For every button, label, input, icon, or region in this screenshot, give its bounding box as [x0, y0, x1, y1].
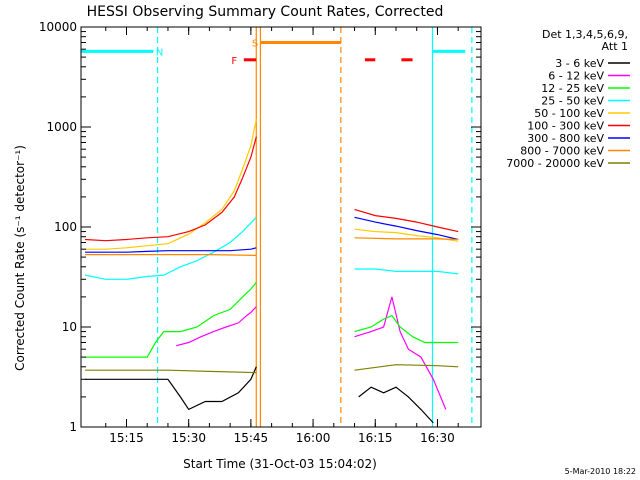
y-axis-label: Corrected Count Rate (s⁻¹ detector⁻¹): [13, 145, 27, 371]
series-line-7: [85, 237, 459, 256]
x-tick-label-5: 16:30: [420, 431, 455, 445]
series-line-3: [84, 216, 459, 280]
legend-label-7: 800 - 7000 keV: [520, 145, 604, 158]
chart-title: HESSI Observing Summary Count Rates, Cor…: [87, 4, 444, 20]
state-label-S: S: [252, 38, 258, 49]
legend-label-5: 100 - 300 keV: [527, 120, 604, 133]
legend-label-2: 12 - 25 keV: [541, 82, 604, 95]
series-line-0: [85, 366, 434, 424]
y-tick-label-1: 10: [62, 320, 77, 334]
legend-label-4: 50 - 100 keV: [534, 107, 604, 120]
series-line-6: [85, 216, 459, 253]
series-line-8: [85, 364, 459, 374]
x-axis-label: Start Time (31-Oct-03 15:04:02): [183, 457, 377, 471]
timestamp: 5-Mar-2010 18:22: [565, 467, 636, 476]
vertical-markers: [156, 27, 473, 427]
plot-area: N S F: [80, 26, 482, 428]
series-line-4: [85, 118, 459, 250]
y-tick-label-4: 10000: [39, 20, 77, 34]
state-label-F: F: [231, 56, 237, 67]
y-tick-label-2: 100: [54, 220, 77, 234]
x-tick-label-2: 15:45: [234, 431, 269, 445]
x-tick-label-0: 15:15: [109, 431, 144, 445]
state-label-N: N: [156, 47, 163, 58]
x-tick-label-3: 16:00: [296, 431, 331, 445]
x-axis: 15:15 15:30 15:45 16:00 16:15 16:30: [105, 27, 459, 445]
legend-header-1: Att 1: [602, 40, 628, 53]
legend-label-8: 7000 - 20000 keV: [506, 157, 604, 170]
y-tick-label-0: 1: [69, 420, 77, 434]
y-tick-label-3: 1000: [46, 120, 77, 134]
legend-label-3: 25 - 50 keV: [541, 95, 604, 108]
x-tick-label-1: 15:30: [171, 431, 206, 445]
legend-label-1: 6 - 12 keV: [548, 70, 604, 83]
series-line-5: [84, 136, 459, 242]
legend-header-0: Det 1,3,4,5,6,9,: [542, 28, 628, 41]
series-lines: [84, 118, 459, 424]
x-tick-label-4: 16:15: [358, 431, 393, 445]
series-line-1: [176, 296, 447, 410]
series-line-2: [85, 281, 459, 358]
legend-label-6: 300 - 800 keV: [527, 132, 604, 145]
y-axis: 1 10 100 1000 10000: [39, 20, 481, 434]
plot-frame: [80, 26, 482, 428]
state-bars: N S F: [81, 38, 466, 67]
legend-label-0: 3 - 6 keV: [555, 57, 604, 70]
